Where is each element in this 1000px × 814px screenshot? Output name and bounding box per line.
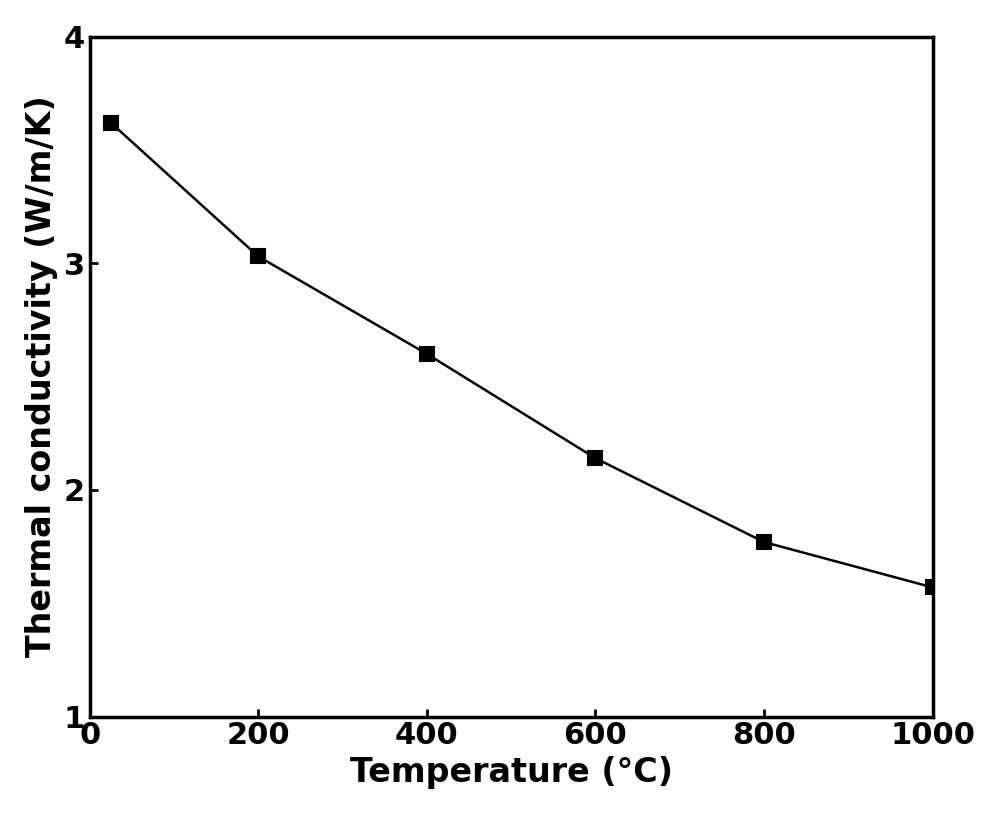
X-axis label: Temperature (°C): Temperature (°C) bbox=[350, 756, 673, 789]
Y-axis label: Thermal conductivity (W/m/K): Thermal conductivity (W/m/K) bbox=[25, 96, 58, 658]
